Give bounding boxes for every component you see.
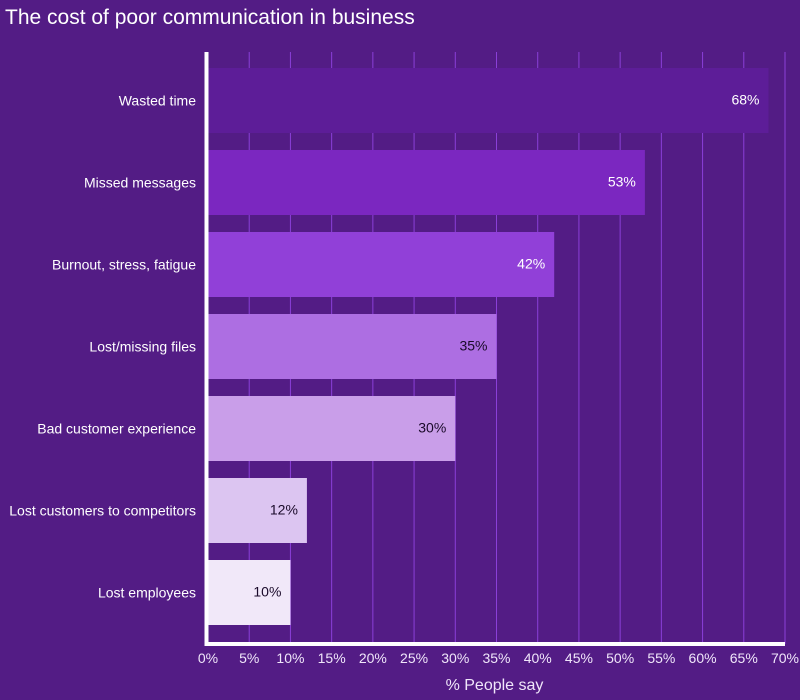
bar [208, 314, 497, 379]
category-label: Burnout, stress, fatigue [52, 257, 196, 273]
x-tick-label: 35% [482, 650, 510, 666]
category-label: Lost employees [98, 585, 196, 601]
x-tick-label: 40% [524, 650, 552, 666]
data-label: 42% [517, 256, 545, 272]
bar [208, 478, 307, 543]
x-tick-label: 20% [359, 650, 387, 666]
x-tick-label: 65% [730, 650, 758, 666]
data-label: 12% [270, 502, 298, 518]
x-tick-label: 50% [606, 650, 634, 666]
x-tick-label: 30% [441, 650, 469, 666]
data-label: 53% [608, 174, 636, 190]
data-label: 10% [253, 584, 281, 600]
data-label: 30% [418, 420, 446, 436]
x-tick-label: 55% [647, 650, 675, 666]
category-label: Lost/missing files [89, 339, 196, 355]
x-tick-label: 15% [318, 650, 346, 666]
bar [208, 150, 645, 215]
x-axis-title: % People say [446, 677, 544, 694]
data-label: 68% [731, 92, 759, 108]
x-tick-label: 0% [198, 650, 218, 666]
category-label: Lost customers to competitors [9, 503, 196, 519]
x-tick-label: 70% [771, 650, 799, 666]
x-tick-label: 10% [276, 650, 304, 666]
category-label: Bad customer experience [37, 421, 196, 437]
chart-title: The cost of poor communication in busine… [5, 6, 415, 29]
bar [208, 68, 769, 133]
category-label: Wasted time [119, 93, 196, 109]
x-tick-label: 25% [400, 650, 428, 666]
x-tick-label: 60% [689, 650, 717, 666]
data-label: 35% [459, 338, 487, 354]
x-tick-label: 5% [239, 650, 259, 666]
category-label: Missed messages [84, 175, 196, 191]
x-tick-label: 45% [565, 650, 593, 666]
bar [208, 560, 291, 625]
bar [208, 396, 456, 461]
bar [208, 232, 555, 297]
